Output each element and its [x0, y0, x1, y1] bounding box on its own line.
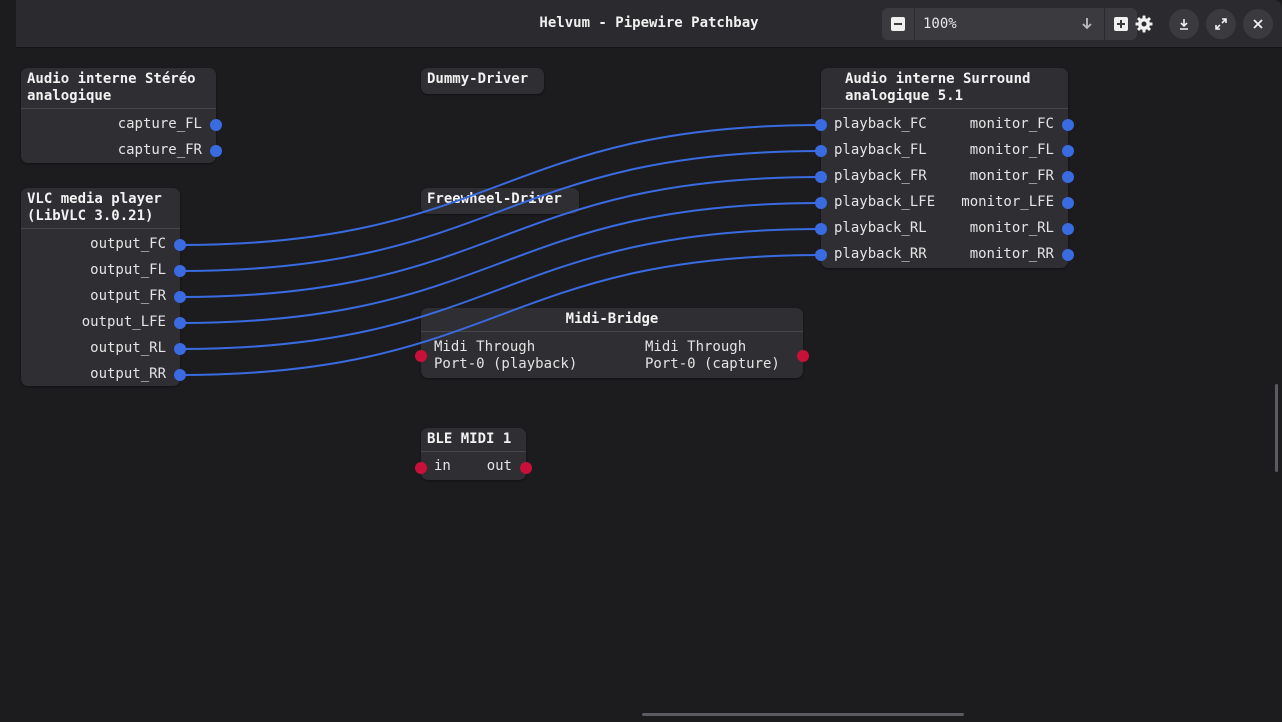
node-title: VLC media player (LibVLC 3.0.21)	[27, 191, 162, 224]
minimize-icon	[1180, 19, 1188, 30]
node-dummy-driver[interactable]: Dummy-Driver	[421, 68, 544, 94]
port-output-fc: output_FC	[90, 236, 166, 252]
port-dot-monitor-fr[interactable]	[1062, 171, 1074, 183]
link-output_rl-playback_rl[interactable]	[179, 228, 822, 350]
window-title: Helvum - Pipewire Patchbay	[539, 15, 759, 31]
horizontal-scrollbar[interactable]	[642, 713, 964, 716]
port-dot-capture-fl[interactable]	[210, 119, 222, 131]
port-dot-output-fc[interactable]	[174, 239, 186, 251]
link-output_fc-playback_fc[interactable]	[179, 124, 822, 246]
node-stereo-analog[interactable]: Audio interne Stéréo analogique capture_…	[21, 68, 216, 163]
port-output-rl: output_RL	[90, 340, 166, 356]
link-output_lfe-playback_lfe[interactable]	[179, 202, 822, 324]
port-output-rr: output_RR	[90, 366, 166, 382]
links-layer	[179, 124, 822, 376]
close-icon	[1253, 19, 1263, 29]
port-dot-output-lfe[interactable]	[174, 317, 186, 329]
port-dot-ble-out[interactable]	[520, 462, 532, 474]
port-dot-output-rr[interactable]	[174, 369, 186, 381]
maximize-icon	[1215, 18, 1227, 30]
node-title: Dummy-Driver	[427, 71, 529, 87]
header-bar: Helvum - Pipewire Patchbay 100%	[16, 0, 1282, 48]
port-playback-rr: playback_RR	[834, 246, 927, 262]
port-dot-ble-in[interactable]	[415, 462, 427, 474]
close-button[interactable]	[1243, 9, 1273, 39]
port-output-lfe: output_LFE	[81, 314, 166, 330]
patchbay-canvas[interactable]: Audio interne Stéréo analogique capture_…	[0, 48, 1282, 722]
node-title: Audio interne Surround analogique 5.1	[845, 71, 1031, 104]
port-dot-monitor-rr[interactable]	[1062, 249, 1074, 261]
port-midi-through-capture: Midi Through Port-0 (capture)	[645, 339, 780, 372]
minus-icon	[891, 17, 905, 31]
port-monitor-fr: monitor_FR	[969, 168, 1054, 184]
node-title: Freewheel-Driver	[427, 191, 562, 207]
port-playback-fr: playback_FR	[834, 168, 927, 184]
port-output-fl: output_FL	[90, 262, 166, 278]
node-vlc-media-player[interactable]: VLC media player (LibVLC 3.0.21) output_…	[21, 188, 180, 386]
minimize-button[interactable]	[1169, 9, 1199, 39]
maximize-button[interactable]	[1206, 9, 1236, 39]
port-monitor-rl: monitor_RL	[969, 220, 1054, 236]
port-output-fr: output_FR	[90, 288, 166, 304]
port-dot-output-rl[interactable]	[174, 343, 186, 355]
port-monitor-rr: monitor_RR	[969, 246, 1054, 262]
port-playback-fl: playback_FL	[834, 142, 927, 158]
plus-icon	[1114, 17, 1128, 31]
link-output_rr-playback_rr[interactable]	[179, 254, 822, 376]
port-playback-lfe: playback_LFE	[834, 194, 936, 210]
node-title: Midi-Bridge	[565, 311, 659, 327]
port-playback-rl: playback_RL	[834, 220, 927, 236]
port-ble-out: out	[486, 458, 512, 474]
port-capture-fr: capture_FR	[117, 142, 202, 158]
vertical-scrollbar[interactable]	[1275, 384, 1278, 472]
node-ble-midi[interactable]: BLE MIDI 1 in out	[421, 428, 526, 480]
arrow-down-icon	[1082, 18, 1092, 30]
port-playback-fc: playback_FC	[834, 116, 927, 132]
node-title: BLE MIDI 1	[427, 431, 512, 447]
port-monitor-lfe: monitor_LFE	[961, 194, 1054, 210]
port-dot-output-fr[interactable]	[174, 291, 186, 303]
port-dot-monitor-rl[interactable]	[1062, 223, 1074, 235]
port-dot-monitor-fc[interactable]	[1062, 119, 1074, 131]
zoom-level-input[interactable]: 100%	[923, 16, 957, 32]
settings-button[interactable]	[1129, 9, 1159, 39]
zoom-control: 100%	[882, 8, 1137, 40]
port-monitor-fc: monitor_FC	[969, 116, 1054, 132]
zoom-out-button[interactable]	[882, 8, 914, 40]
port-dot-midi-capture[interactable]	[797, 350, 809, 362]
gear-icon	[1135, 15, 1153, 33]
link-output_fr-playback_fr[interactable]	[179, 176, 822, 298]
port-dot-monitor-lfe[interactable]	[1062, 197, 1074, 209]
port-dot-monitor-fl[interactable]	[1062, 145, 1074, 157]
zoom-dropdown-button[interactable]	[1077, 8, 1097, 40]
node-title: Audio interne Stéréo analogique	[27, 71, 196, 104]
port-monitor-fl: monitor_FL	[969, 142, 1054, 158]
port-ble-in: in	[434, 458, 451, 474]
port-dot-capture-fr[interactable]	[210, 145, 222, 157]
node-midi-bridge[interactable]: Midi-Bridge Midi Through Port-0 (playbac…	[421, 308, 803, 378]
link-output_fl-playback_fl[interactable]	[179, 150, 822, 272]
port-dot-midi-playback[interactable]	[415, 350, 427, 362]
port-capture-fl: capture_FL	[117, 116, 202, 132]
port-dot-output-fl[interactable]	[174, 265, 186, 277]
port-midi-through-playback: Midi Through Port-0 (playback)	[434, 339, 578, 372]
node-surround-analog[interactable]: Audio interne Surround analogique 5.1 pl…	[821, 68, 1068, 268]
zoom-in-button[interactable]	[1105, 8, 1137, 40]
